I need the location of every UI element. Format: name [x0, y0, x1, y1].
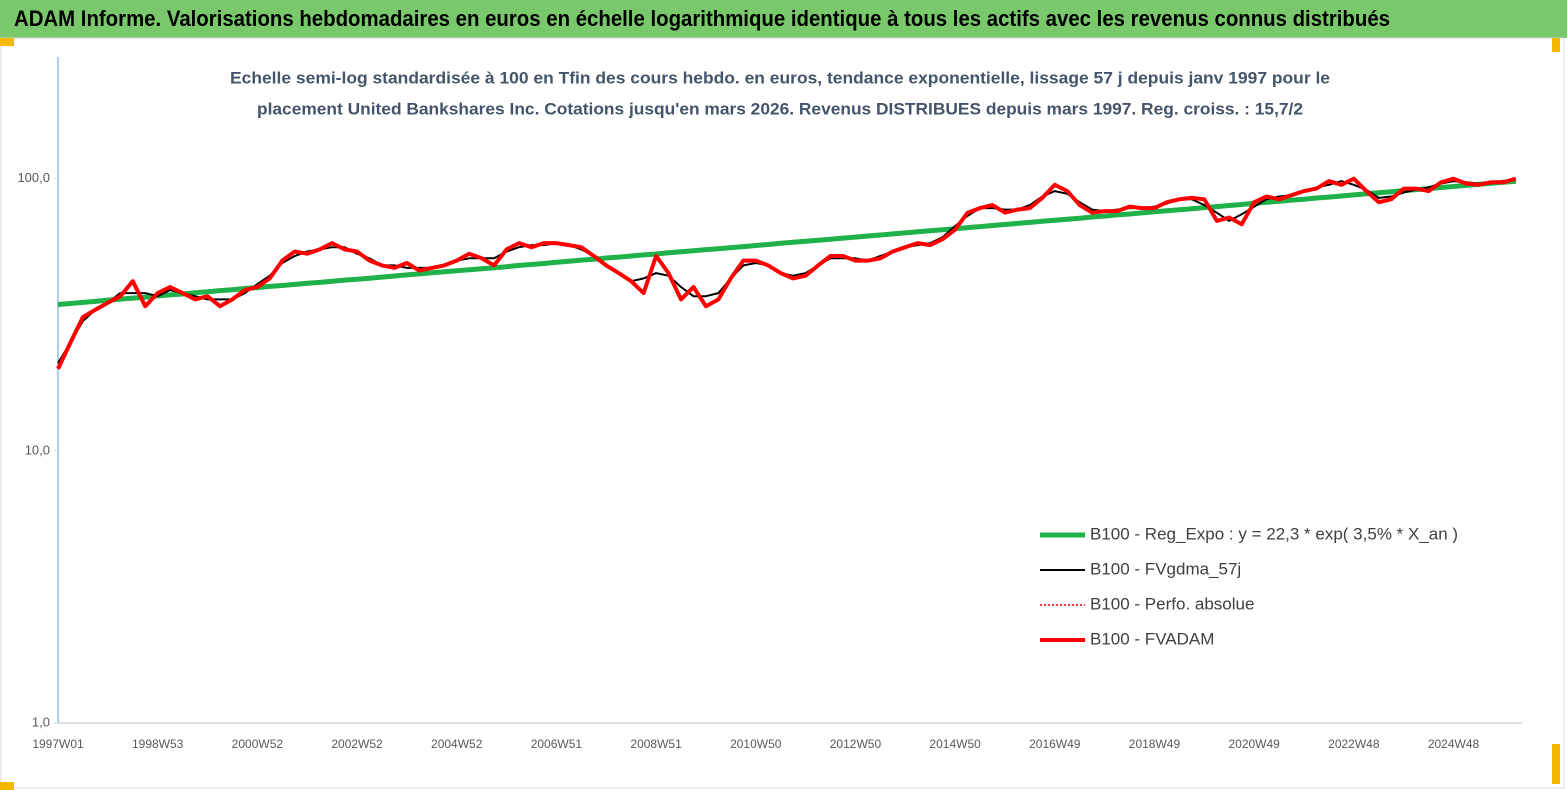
x-tick-label: 1997W01 — [32, 737, 84, 751]
legend-label: B100 - Reg_Expo : y = 22,3 * exp( 3,5% *… — [1090, 524, 1458, 543]
legend-label: B100 - FVgdma_57j — [1090, 559, 1241, 578]
x-tick-label: 2002W52 — [331, 737, 383, 751]
x-tick-label: 2006W51 — [531, 737, 583, 751]
series-line — [56, 176, 1517, 370]
chart-title: ADAM Informe. Valorisations hebdomadaire… — [14, 6, 1390, 31]
x-tick-label: 2012W50 — [830, 737, 882, 751]
series-line — [57, 178, 1517, 307]
corner-mark — [0, 782, 14, 790]
legend-label: B100 - Perfo. absolue — [1090, 594, 1254, 613]
x-tick-label: 2018W49 — [1129, 737, 1181, 751]
x-tick-label: 2016W49 — [1029, 737, 1081, 751]
chart-subtitle: placement United Bankshares Inc. Cotatio… — [257, 99, 1303, 118]
y-tick-label: 10,0 — [25, 442, 50, 457]
banner — [0, 0, 1567, 38]
x-tick-label: 2004W52 — [431, 737, 483, 751]
legend-label: B100 - FVADAM — [1090, 629, 1214, 648]
x-tick-label: 2010W50 — [730, 737, 782, 751]
x-tick-label: 2000W52 — [232, 737, 284, 751]
x-tick-label: 1998W53 — [132, 737, 184, 751]
y-tick-label: 1,0 — [32, 714, 50, 729]
x-tick-label: 2022W48 — [1328, 737, 1380, 751]
chart-subtitle: Echelle semi-log standardisée à 100 en T… — [230, 68, 1330, 87]
chart-frame — [0, 37, 1565, 789]
corner-mark — [1552, 38, 1560, 52]
x-tick-label: 2008W51 — [630, 737, 682, 751]
x-tick-label: 2020W49 — [1228, 737, 1280, 751]
x-tick-label: 2024W48 — [1428, 737, 1480, 751]
x-tick-label: 2014W50 — [929, 737, 981, 751]
y-tick-label: 100,0 — [17, 170, 50, 185]
corner-mark — [1552, 744, 1560, 784]
corner-mark — [0, 38, 14, 46]
